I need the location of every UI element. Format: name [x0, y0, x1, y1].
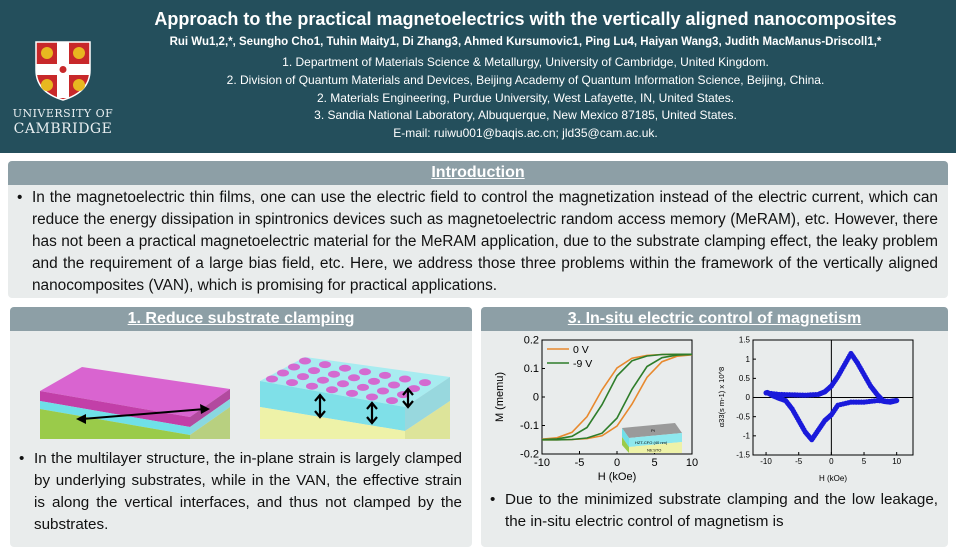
- y-tick-label: 0.5: [739, 374, 751, 383]
- multilayer-diagram: [40, 367, 230, 439]
- legend-label: 0 V: [573, 344, 589, 356]
- bullet-icon: •: [17, 189, 23, 206]
- x-tick-label: 5: [651, 457, 657, 469]
- pillar: [346, 389, 358, 397]
- series--9V-upper-branch: [541, 353, 692, 441]
- pillar: [266, 375, 278, 383]
- pillar: [319, 361, 331, 369]
- contact-email: E-mail: ruiwu001@baqis.ac.cn; jld35@cam.…: [393, 126, 658, 140]
- series--9V-lower-branch: [542, 353, 693, 441]
- intro-text: In the magnetoelectric thin films, one c…: [32, 189, 938, 294]
- y-tick-label: -0.5: [736, 412, 750, 421]
- x-tick-label: -5: [575, 457, 585, 469]
- pillar: [359, 368, 371, 376]
- poster-title: Approach to the practical magnetoelectri…: [154, 9, 897, 29]
- pillar: [297, 373, 309, 381]
- pillar: [366, 393, 378, 401]
- x-tick-label: 10: [686, 457, 698, 469]
- introduction-panel: Introduction • In the magnetoelectric thi…: [8, 161, 948, 298]
- affiliation: 2. Division of Quantum Materials and Dev…: [226, 73, 825, 87]
- y-tick-label: 0.1: [524, 363, 539, 375]
- pillar: [317, 376, 329, 384]
- structure-diagrams: [40, 357, 450, 439]
- cambridge-crest-icon: [35, 41, 91, 101]
- section-electric-control: 3. In-situ electric control of magnetism…: [481, 307, 948, 547]
- y-tick-label: 1: [746, 355, 751, 364]
- pillar: [306, 382, 318, 390]
- x-axis-label: H (kOe): [819, 474, 847, 483]
- y-tick-label: 0: [746, 393, 751, 402]
- y-axis-label: M (memu): [494, 372, 506, 422]
- inset-film-front: [629, 433, 682, 447]
- x-axis-label: H (kOe): [598, 471, 637, 483]
- inset-film-side: [622, 428, 629, 447]
- pillar: [348, 374, 360, 382]
- pillar: [419, 379, 431, 387]
- x-tick-label: -10: [760, 457, 772, 466]
- inset-label-film: HZT-CFO (40 nm): [635, 440, 668, 445]
- bullet-icon: •: [490, 491, 496, 508]
- y-tick-label: -1: [743, 432, 751, 441]
- x-tick-label: 0: [829, 457, 834, 466]
- van-diagram: [260, 357, 450, 439]
- pillar: [339, 364, 351, 372]
- x-tick-label: -10: [534, 457, 550, 469]
- pillar: [388, 381, 400, 389]
- bullet-icon: •: [19, 450, 25, 467]
- pillar: [308, 367, 320, 375]
- pillar: [299, 357, 311, 365]
- legend-label: -9 V: [573, 358, 592, 370]
- section-heading: Introduction: [8, 161, 948, 185]
- affiliation: 2. Materials Engineering, Purdue Univers…: [316, 91, 735, 105]
- author-list: Rui Wu1,2,*, Seungho Cho1, Tuhin Maity1,…: [169, 36, 882, 48]
- pillar: [286, 379, 298, 387]
- section3-text-block: • Due to the minimized substrate clamping…: [481, 489, 948, 533]
- section1-text: In the multilayer structure, the in-plan…: [34, 450, 462, 533]
- section1-text-block: • In the multilayer structure, the in-pla…: [10, 448, 472, 536]
- section-heading: 3. In-situ electric control of magnetism: [481, 307, 948, 331]
- x-tick-label: 0: [614, 457, 620, 469]
- logo-text-line1: UNIVERSITY OF: [12, 107, 114, 120]
- device-inset: Pt HZT-CFO (40 nm) Nb:STO: [622, 423, 682, 453]
- y-axis-label: α33(s m-1) x 10^8: [717, 367, 726, 427]
- affiliation: 1. Department of Materials Science & Met…: [282, 55, 769, 69]
- data-point: [764, 389, 770, 396]
- poster-header: UNIVERSITY OF CAMBRIDGE Approach to the …: [0, 0, 956, 153]
- pillar: [399, 375, 411, 383]
- section-reduce-clamping: 1. Reduce substrate clamping: [10, 307, 472, 547]
- pillar: [379, 371, 391, 379]
- y-tick-label: 1.5: [739, 336, 751, 345]
- intro-text-block: • In the magnetoelectric thin films, one …: [8, 187, 948, 297]
- inset-substrate-side: [622, 437, 629, 453]
- magnetoelectric-coefficient-chart: -10 -5 0 5 10 -1.5 -1 -0.5 0 0.5 1 1.5 H (kOe) α33(s …: [717, 336, 914, 483]
- pillar: [386, 397, 398, 405]
- y-tick-label: 0.2: [524, 335, 539, 347]
- y-tick-label: -0.1: [520, 420, 539, 432]
- inset-label-top: Pt: [651, 428, 656, 433]
- inset-substrate-front: [629, 442, 682, 453]
- logo-text-line2: CAMBRIDGE: [13, 121, 113, 137]
- section-heading: 1. Reduce substrate clamping: [10, 307, 472, 331]
- charts-area: -10 -5 0 5 10 -0.2 -0.1 0 0.1 0.2 H (kOe) M (memu) 0…: [481, 331, 948, 489]
- pillar: [326, 386, 338, 394]
- pillar: [288, 363, 300, 371]
- inset-pt-layer: [622, 423, 682, 438]
- y-tick-label: -1.5: [736, 451, 750, 460]
- x-tick-label: 5: [862, 457, 867, 466]
- x-tick-label: -5: [795, 457, 803, 466]
- inset-label-substrate: Nb:STO: [647, 448, 661, 453]
- pillar: [277, 369, 289, 377]
- x-tick-label: 10: [892, 457, 901, 466]
- pillar: [337, 380, 349, 388]
- affiliation: 3. Sandia National Laboratory, Albuquerq…: [314, 108, 737, 122]
- section3-text: Due to the minimized substrate clamping …: [505, 491, 938, 530]
- pillar: [368, 377, 380, 385]
- y-tick-label: -0.2: [520, 449, 539, 461]
- pillar: [328, 370, 340, 378]
- y-tick-label: 0: [533, 392, 539, 404]
- pillar: [357, 383, 369, 391]
- magnetization-hysteresis-chart: -10 -5 0 5 10 -0.2 -0.1 0 0.1 0.2 H (kOe) M (memu) 0…: [494, 335, 698, 483]
- pillar: [408, 385, 420, 393]
- pillar: [377, 387, 389, 395]
